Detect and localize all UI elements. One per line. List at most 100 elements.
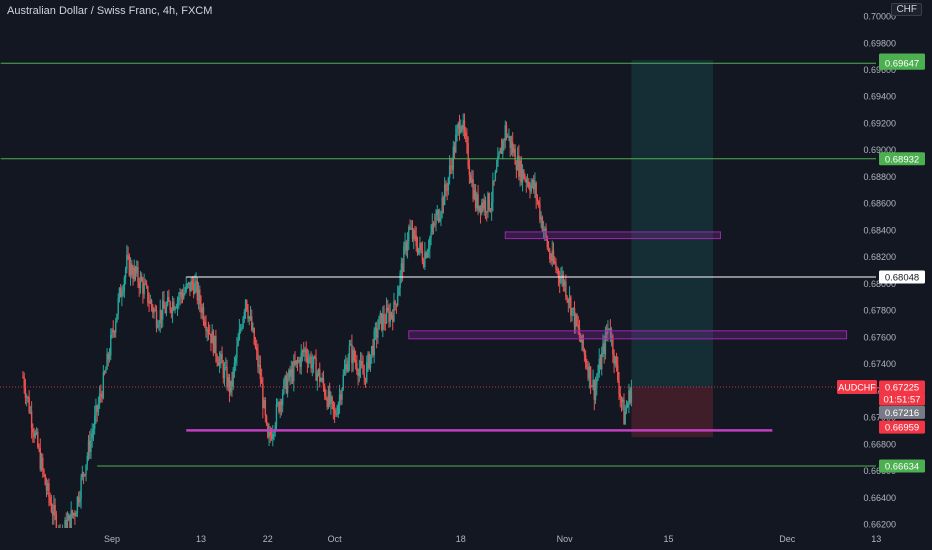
price-label: 0.68048 (885, 272, 919, 283)
candle (66, 520, 69, 528)
candle (359, 360, 362, 369)
candle (70, 510, 72, 528)
candle (152, 306, 154, 313)
candle (165, 305, 168, 314)
candle (105, 369, 107, 374)
candle (317, 369, 320, 374)
price-label-box (879, 152, 925, 166)
plot-area (0, 60, 876, 548)
candle (432, 223, 435, 225)
candle (556, 269, 558, 271)
candle (230, 380, 232, 393)
candle (510, 142, 513, 149)
candle (186, 284, 189, 286)
candle (57, 534, 58, 535)
candle (218, 358, 221, 366)
candle (290, 369, 293, 377)
candle (462, 120, 464, 130)
candle (158, 323, 160, 327)
candle (117, 298, 119, 314)
candle (452, 146, 455, 170)
candle (75, 512, 77, 517)
candle (228, 377, 231, 393)
candle (298, 359, 300, 362)
candle (383, 314, 385, 323)
candle (584, 354, 587, 364)
candle (307, 358, 310, 364)
candle (400, 263, 403, 273)
candle (382, 314, 384, 330)
candle (389, 312, 391, 323)
candle (226, 366, 228, 388)
candle (166, 297, 169, 306)
candle (54, 505, 56, 515)
candle (115, 322, 117, 333)
candle (119, 288, 122, 298)
candle (150, 300, 153, 307)
candle (288, 370, 290, 380)
candle (368, 353, 370, 369)
x-tick-label: Nov (557, 534, 574, 544)
candle (179, 291, 181, 298)
candle (602, 343, 604, 353)
candle (206, 329, 208, 332)
candle (43, 469, 45, 475)
candle (63, 531, 64, 534)
candle (46, 483, 49, 491)
candle (101, 394, 103, 398)
candle (322, 377, 325, 387)
candle (560, 277, 562, 283)
candle (221, 353, 223, 364)
candle (371, 346, 373, 355)
candle (398, 287, 400, 296)
candle (494, 171, 497, 181)
y-tick-label: 0.67800 (863, 306, 896, 316)
candle (293, 361, 295, 382)
candle (324, 386, 326, 396)
candle (530, 184, 532, 192)
candle (24, 388, 27, 398)
price-label: 0.69647 (885, 59, 919, 70)
candle (473, 190, 476, 199)
chart-title: Australian Dollar / Swiss Franc, 4h, FXC… (7, 5, 213, 17)
candle (372, 346, 374, 356)
candle (108, 355, 111, 360)
y-tick-label: 0.68200 (863, 252, 896, 262)
candle (481, 202, 483, 214)
candle (436, 210, 438, 216)
candle (102, 372, 105, 398)
candle (622, 399, 624, 402)
candle (393, 301, 395, 322)
candle (84, 474, 86, 476)
candle (306, 356, 309, 364)
candle (129, 263, 132, 276)
candle (442, 197, 445, 206)
candle (22, 376, 24, 378)
zone-upper (504, 231, 721, 240)
candle (223, 368, 226, 379)
candle (565, 281, 567, 297)
candle (497, 156, 499, 167)
candle (61, 536, 62, 548)
candle (461, 126, 463, 130)
candle (604, 332, 607, 354)
candle (375, 328, 378, 338)
candle (626, 403, 629, 408)
candle (286, 379, 289, 393)
candle (227, 377, 229, 388)
candle (573, 307, 576, 328)
price-label-box (879, 459, 925, 473)
candle (205, 325, 207, 332)
candle (603, 343, 605, 354)
candle (309, 356, 311, 359)
candle (601, 352, 603, 370)
candle (516, 155, 519, 170)
candle (549, 250, 551, 260)
candle (159, 309, 161, 324)
currency-button[interactable]: CHF (891, 3, 922, 16)
candle (246, 300, 248, 311)
candle (123, 277, 126, 291)
candle (429, 237, 431, 249)
price-label-box (879, 392, 925, 406)
